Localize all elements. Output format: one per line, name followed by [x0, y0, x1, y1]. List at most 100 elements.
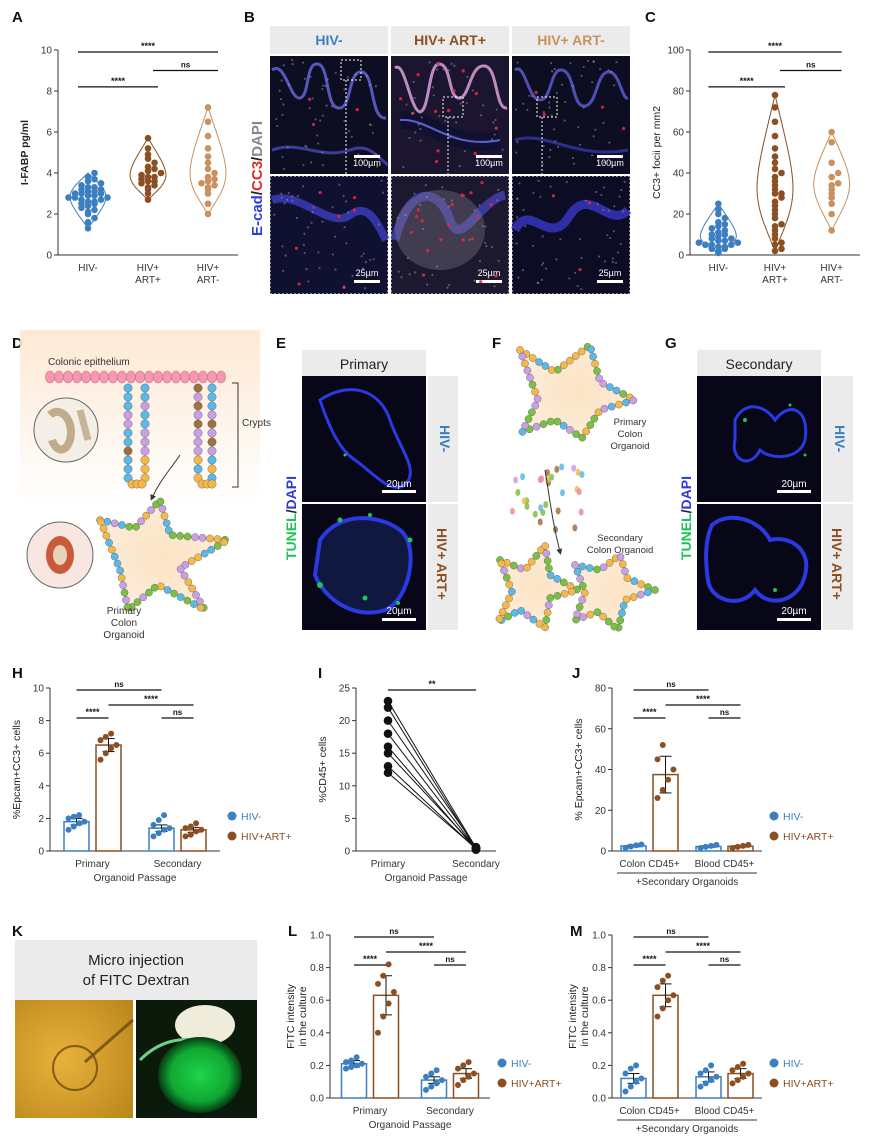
nucleus-speck: [600, 105, 605, 109]
data-point: [423, 1086, 429, 1093]
nucleus-speck: [468, 238, 471, 241]
data-point: [708, 225, 716, 232]
crypt-cell: [207, 464, 217, 474]
nucleus-speck: [485, 244, 488, 248]
nucleus-speck: [544, 267, 548, 270]
nucleus-speck: [414, 271, 417, 274]
data-point: [84, 225, 92, 232]
nucleus-speck: [471, 89, 474, 92]
organoid-cell: [606, 383, 614, 391]
organoid-cell: [637, 580, 646, 588]
crypt-cell: [207, 410, 217, 420]
organoid-cell: [559, 421, 568, 430]
nucleus-speck: [521, 269, 525, 272]
nucleus-speck: [318, 267, 321, 270]
organoid-cell: [532, 552, 541, 560]
data-point: [97, 196, 105, 203]
nucleus-speck: [284, 254, 287, 257]
data-point: [161, 826, 168, 833]
nucleus-speck: [441, 186, 444, 189]
data-point: [84, 208, 92, 216]
y-tick-label: 1.0: [310, 931, 324, 942]
organoid-cell: [523, 563, 531, 572]
organoid-cell: [622, 398, 630, 407]
crypt-cell: [123, 419, 133, 429]
nucleus-speck: [291, 63, 294, 66]
data-point: [211, 175, 218, 183]
nucleus-speck: [541, 235, 544, 238]
y-tick-label: 20: [339, 716, 351, 727]
nucleus-speck: [550, 62, 553, 65]
nucleus-speck: [569, 62, 572, 65]
nucleus-speck: [396, 216, 399, 219]
epithelium-cell: [126, 370, 136, 384]
data-point: [728, 241, 735, 249]
nucleus-speck: [497, 188, 500, 191]
data-point: [455, 1081, 461, 1088]
data-point: [155, 830, 162, 837]
nucleus-speck: [305, 145, 308, 149]
nucleus-speck: [548, 106, 551, 109]
nucleus-speck: [448, 283, 451, 287]
crypt-cell: [123, 392, 133, 402]
crypt-cell: [193, 455, 203, 465]
nucleus-speck: [516, 216, 519, 219]
data-point: [654, 756, 661, 763]
data-point: [708, 231, 716, 238]
nucleus-speck: [571, 156, 574, 160]
epithelium-cell: [117, 370, 127, 384]
y-tick-label: 15: [339, 749, 351, 760]
data-point: [144, 134, 152, 142]
organoid-cell: [119, 581, 127, 590]
header-fitc-dextran: of FITC Dextran: [83, 972, 190, 989]
nucleus-speck: [516, 197, 519, 200]
crypt-cell: [123, 464, 133, 474]
scalebar-label-e1: 20µm: [386, 479, 411, 490]
data-point: [348, 1064, 355, 1071]
organoid-cell: [610, 622, 619, 631]
nucleus-speck: [304, 144, 307, 148]
data-point: [144, 173, 152, 181]
nucleus-speck: [371, 131, 374, 134]
nucleus-speck: [414, 214, 419, 219]
nucleus-speck: [376, 165, 379, 168]
organoid-cell: [163, 586, 172, 594]
nucleus-speck: [347, 211, 350, 214]
organoid-cell: [117, 574, 126, 582]
y-tick-label: 6: [38, 749, 44, 760]
data-point: [198, 826, 205, 833]
nucleus-speck: [433, 109, 438, 113]
legend-label: HIV+ART+: [783, 1078, 834, 1090]
data-point: [771, 223, 779, 230]
nucleus-speck: [283, 202, 286, 205]
data-point: [198, 179, 205, 187]
data-point: [708, 241, 716, 249]
organoid-cell: [192, 591, 200, 599]
significance-label: ns: [720, 955, 730, 964]
organoid-cell: [508, 587, 516, 596]
nucleus-speck: [532, 191, 535, 195]
crypt-cell: [140, 383, 150, 393]
nucleus-speck: [490, 138, 494, 141]
organoid-cell: [108, 545, 116, 554]
organoid-cell: [578, 582, 587, 590]
organoid-cell: [526, 373, 534, 382]
organoid-cell: [629, 396, 638, 405]
data-point: [828, 227, 835, 234]
data-point: [771, 91, 779, 99]
nucleus-speck: [553, 67, 556, 71]
x-tick-label: Colon CD45+: [619, 859, 679, 870]
nucleus-speck: [540, 278, 543, 281]
data-point: [828, 210, 835, 218]
y-tick-label: 8: [38, 716, 44, 727]
legend-label: HIV+ART+: [511, 1078, 562, 1090]
nucleus-speck: [607, 69, 610, 72]
nucleus-speck: [602, 161, 605, 164]
data-point: [182, 833, 189, 840]
y-tick-label: 1.0: [592, 931, 606, 942]
data-point: [375, 980, 381, 987]
data-point: [380, 972, 387, 979]
data-point: [771, 153, 779, 160]
organoid-cell: [589, 352, 597, 361]
organoid-cell: [521, 359, 529, 368]
